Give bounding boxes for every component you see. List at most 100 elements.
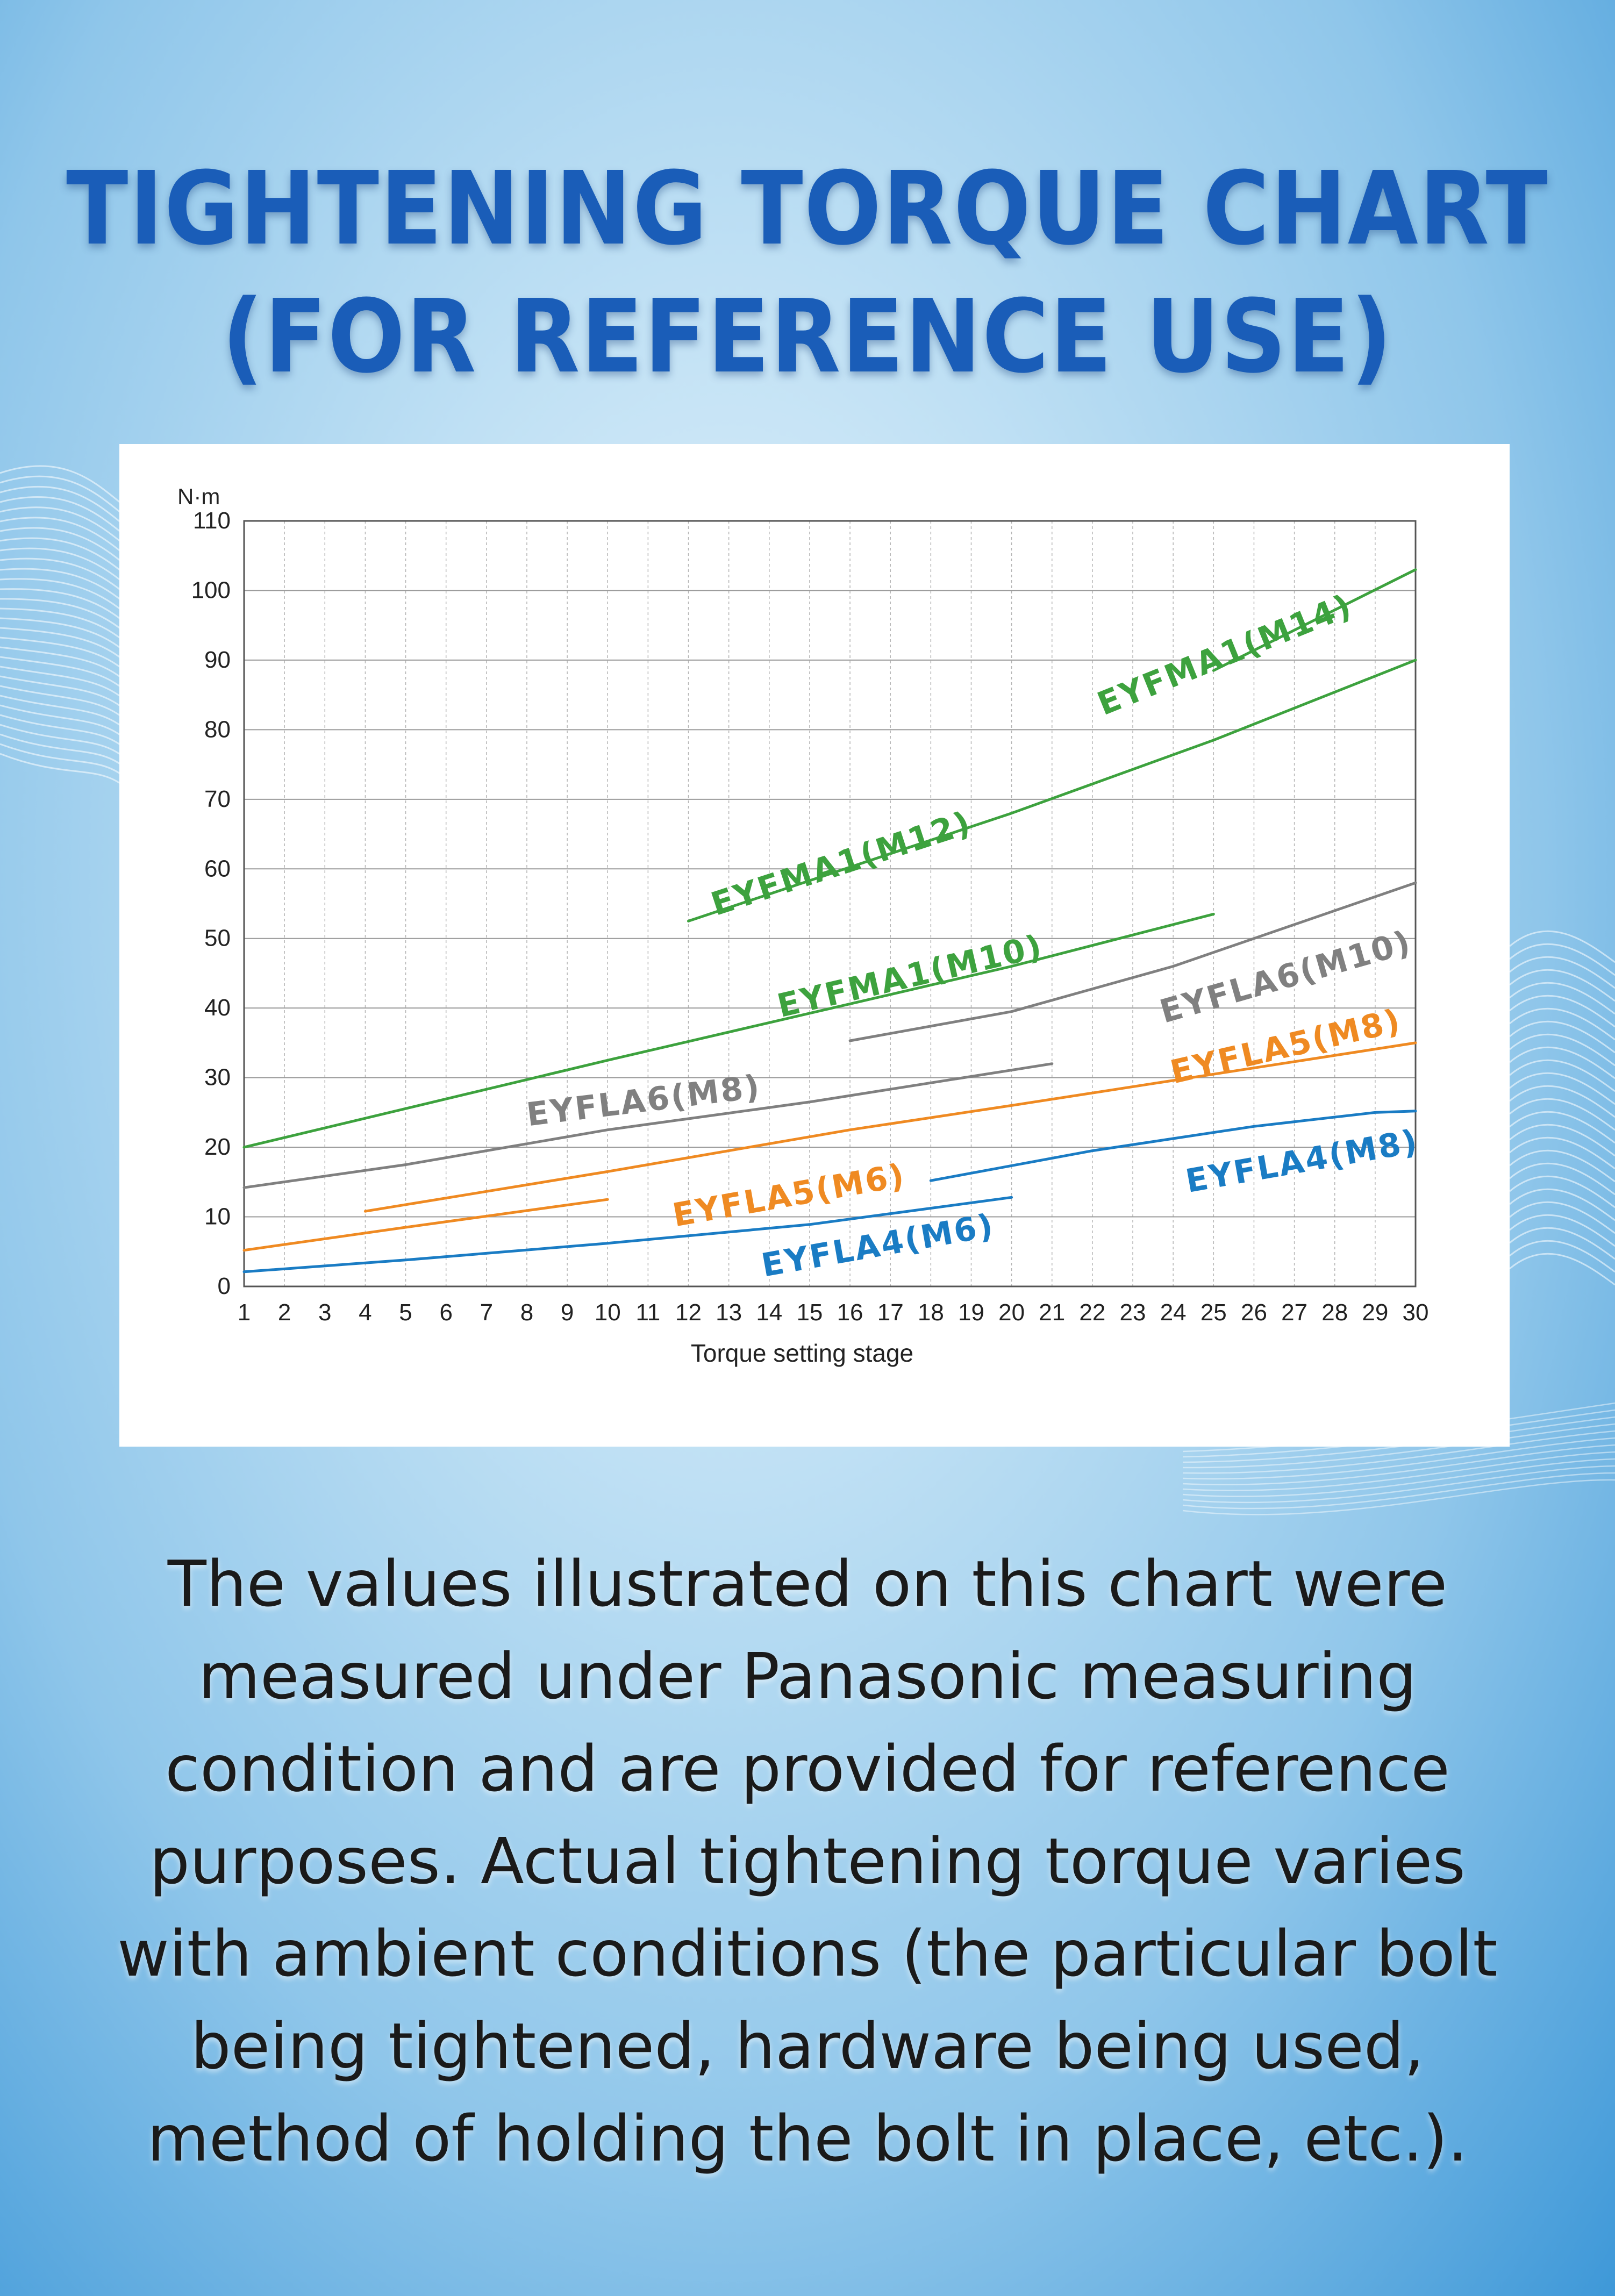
- y-tick-label: 70: [204, 786, 231, 812]
- y-tick-label: 80: [204, 716, 231, 742]
- wave-line: [0, 557, 124, 593]
- series-label: EYFLA5(M6): [670, 1156, 909, 1234]
- disclaimer-line: method of holding the bolt in place, etc…: [147, 2101, 1468, 2176]
- wave-line: [0, 675, 124, 710]
- series-label: EYFMA1(M12): [706, 804, 976, 923]
- x-tick-label: 10: [595, 1299, 621, 1326]
- series-line-eyfla5-m6: [242, 1198, 609, 1252]
- x-tick-label: 21: [1039, 1299, 1065, 1326]
- wave-line: [0, 724, 124, 758]
- series-line-eyfla4-m8: [929, 1110, 1417, 1182]
- wave-line: [1509, 930, 1615, 963]
- x-tick-label: 22: [1079, 1299, 1105, 1326]
- wave-line: [1509, 1033, 1615, 1067]
- y-tick-label: 0: [218, 1273, 231, 1299]
- x-tick-label: 12: [675, 1299, 702, 1326]
- wave-line: [1182, 1444, 1615, 1485]
- wave-line: [0, 617, 124, 652]
- disclaimer-line: condition and are provided for reference: [165, 1732, 1450, 1806]
- wave-line: [0, 517, 124, 555]
- x-tick-label: 8: [520, 1299, 533, 1326]
- wave-line: [0, 588, 124, 623]
- series-label: EYFLA4(M6): [759, 1207, 997, 1285]
- wave-line: [1509, 969, 1615, 1002]
- x-tick-label: 23: [1120, 1299, 1146, 1326]
- x-tick-label: 6: [439, 1299, 452, 1326]
- wave-line: [1509, 1240, 1615, 1273]
- wave-line: [1509, 1020, 1615, 1054]
- x-axis-label: Torque setting stage: [691, 1339, 913, 1367]
- wave-line: [0, 636, 124, 671]
- x-tick-label: 2: [278, 1299, 291, 1326]
- wave-line: [1182, 1458, 1615, 1497]
- page-title: TIGHTENING TORQUE CHART (FOR REFERENCE U…: [0, 145, 1615, 401]
- wave-line: [1509, 1253, 1615, 1286]
- chart-panel: 0 10 20 30 40 50 60 70 80 90 100 110 1 2 3 4 5 6 7 8 9 10 11 12…: [119, 444, 1510, 1447]
- disclaimer-line: with ambient conditions (the particular …: [117, 1916, 1498, 1991]
- wave-line: [1182, 1479, 1615, 1515]
- x-tick-label: 20: [998, 1299, 1025, 1326]
- wave-line: [1182, 1430, 1615, 1474]
- series-line-eyfla5-m8: [363, 1041, 1417, 1213]
- x-tick-label: 19: [958, 1299, 984, 1326]
- wave-line: [1182, 1437, 1615, 1480]
- series-line-eyfla6-m10: [848, 881, 1417, 1042]
- wave-line: [0, 485, 124, 526]
- wave-line: [1509, 1162, 1615, 1196]
- wave-line: [1509, 1059, 1615, 1092]
- wave-line: [0, 753, 124, 787]
- x-tick-label: 7: [480, 1299, 493, 1326]
- x-tick-label: 11: [636, 1299, 661, 1326]
- wave-line: [1509, 1227, 1615, 1260]
- series-label: EYFLA4(M8): [1183, 1122, 1421, 1200]
- series-line-eyfma1-m12: [687, 659, 1417, 922]
- wave-line: [1182, 1423, 1615, 1469]
- wave-line: [0, 527, 124, 564]
- series-line-eyfla4-m6: [242, 1196, 1013, 1274]
- x-tick-label: 26: [1241, 1299, 1267, 1326]
- wave-line: [1509, 1175, 1615, 1208]
- wave-line: [0, 537, 124, 574]
- wave-line: [0, 646, 124, 681]
- wave-line: [1509, 995, 1615, 1028]
- y-axis-label: N·m: [177, 484, 220, 509]
- x-tick-label: 24: [1160, 1299, 1187, 1326]
- wave-line: [1509, 1136, 1615, 1170]
- x-tick-label: 25: [1200, 1299, 1227, 1326]
- wave-line: [0, 547, 124, 584]
- wave-line: [1509, 956, 1615, 989]
- series-label: EYFMA1(M10): [774, 927, 1046, 1025]
- y-tick-label: 50: [204, 925, 231, 952]
- wave-line: [1509, 943, 1615, 976]
- wave-line: [1509, 1098, 1615, 1131]
- wave-line: [0, 607, 124, 642]
- x-tick-label: 17: [877, 1299, 904, 1326]
- wave-line: [1509, 1007, 1615, 1041]
- title-line-2: (FOR REFERENCE USE): [221, 278, 1394, 396]
- wave-line: [1509, 1214, 1615, 1247]
- x-tick-label: 27: [1281, 1299, 1307, 1326]
- wave-line: [1182, 1472, 1615, 1510]
- x-tick-label: 3: [318, 1299, 331, 1326]
- wave-line: [0, 656, 124, 690]
- x-tick-label: 5: [399, 1299, 412, 1326]
- x-tick-label: 4: [359, 1299, 371, 1326]
- disclaimer-line: The values illustrated on this chart wer…: [167, 1547, 1448, 1621]
- series-line-eyfma1-m10: [242, 912, 1215, 1149]
- disclaimer-line: purposes. Actual tightening torque varie…: [149, 1824, 1466, 1898]
- wave-line: [0, 496, 124, 535]
- y-tick-label: 100: [191, 577, 231, 603]
- wave-line: [0, 475, 124, 516]
- wave-line: [0, 685, 124, 719]
- series-label: EYFMA1(M14): [1092, 586, 1358, 723]
- y-tick-label: 30: [204, 1064, 231, 1091]
- wave-line: [0, 733, 124, 768]
- x-tick-label: 18: [918, 1299, 944, 1326]
- disclaimer-line: being tightened, hardware being used,: [190, 2009, 1425, 2083]
- wave-line: [1509, 982, 1615, 1015]
- x-tick-label: 9: [561, 1299, 574, 1326]
- wave-line: [0, 714, 124, 748]
- wave-line: [1509, 1046, 1615, 1079]
- y-tick-label: 10: [204, 1204, 231, 1230]
